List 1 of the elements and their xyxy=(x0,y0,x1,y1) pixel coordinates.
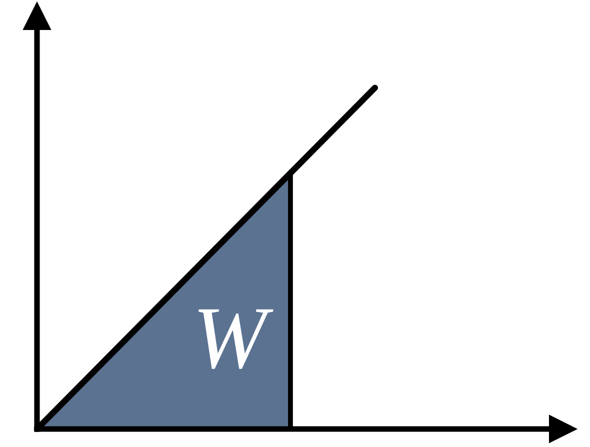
series-label: W xyxy=(198,309,274,369)
